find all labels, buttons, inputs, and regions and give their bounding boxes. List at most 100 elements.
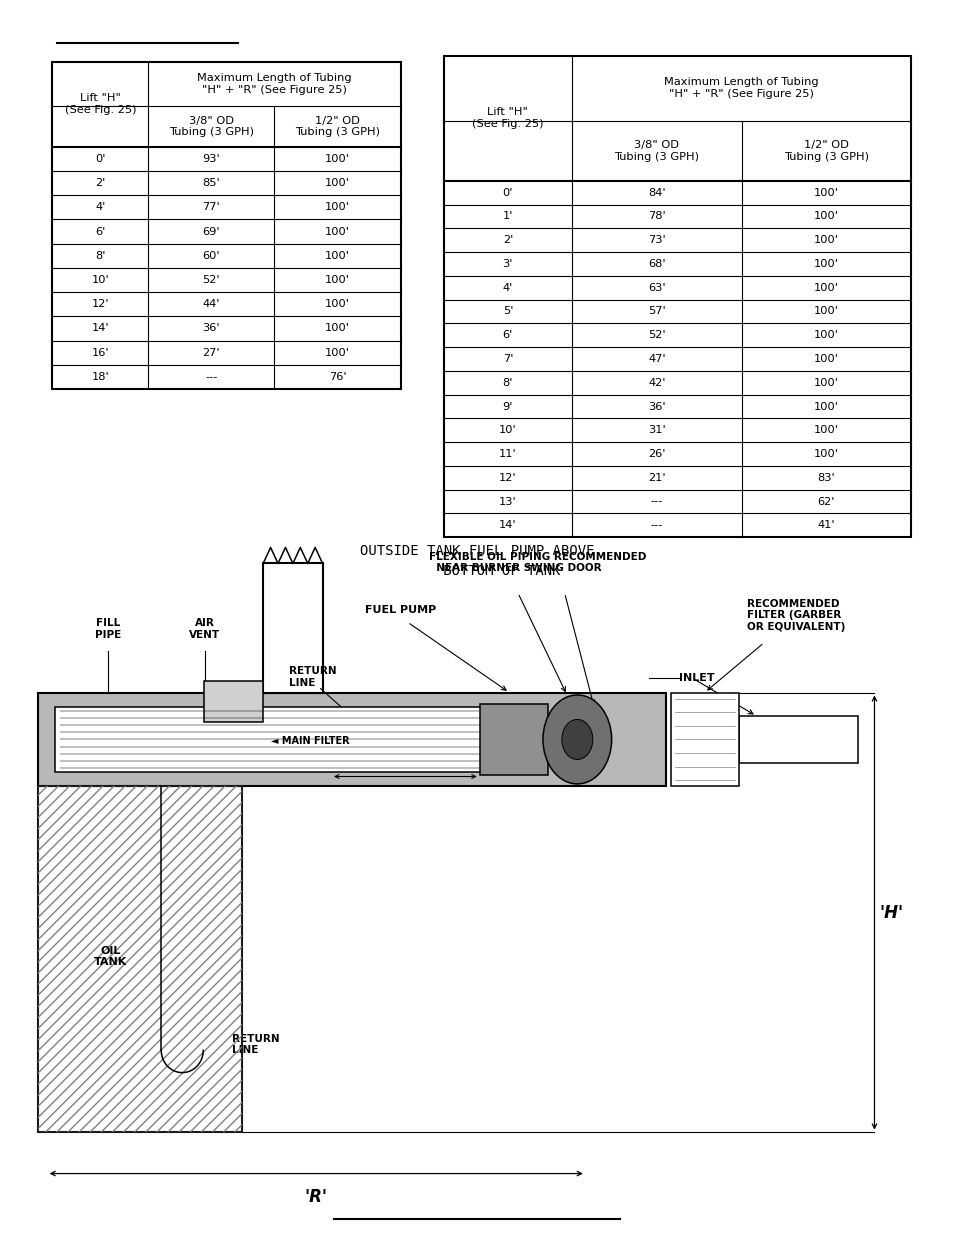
Text: 8': 8' — [95, 251, 106, 261]
Text: 3/8" OD
Tubing (3 GPH): 3/8" OD Tubing (3 GPH) — [169, 116, 253, 137]
Text: 1/2" OD
Tubing (3 GPH): 1/2" OD Tubing (3 GPH) — [783, 140, 868, 162]
Text: 6': 6' — [95, 226, 106, 237]
Text: 100': 100' — [325, 178, 350, 188]
Text: FUEL PUMP: FUEL PUMP — [365, 605, 436, 615]
Text: 'R': 'R' — [304, 1188, 328, 1207]
Text: 8': 8' — [502, 378, 513, 388]
Text: 63': 63' — [647, 283, 665, 293]
Text: 36': 36' — [647, 401, 665, 411]
Text: 10': 10' — [91, 275, 109, 285]
Text: 11': 11' — [498, 450, 517, 459]
Text: 42': 42' — [647, 378, 665, 388]
Text: 84': 84' — [647, 188, 665, 198]
Text: 12': 12' — [91, 299, 109, 309]
Text: 44': 44' — [202, 299, 220, 309]
Text: 77': 77' — [202, 203, 220, 212]
Text: 100': 100' — [325, 324, 350, 333]
Text: BOTTOM OF TANK: BOTTOM OF TANK — [393, 564, 560, 578]
Bar — [38, 787, 242, 1132]
Text: 3/8" OD
Tubing (3 GPH): 3/8" OD Tubing (3 GPH) — [614, 140, 699, 162]
Text: ---: --- — [205, 372, 217, 382]
Text: 100': 100' — [813, 354, 838, 364]
Text: 100': 100' — [813, 330, 838, 341]
Text: 26': 26' — [647, 450, 665, 459]
Text: 9': 9' — [502, 401, 513, 411]
Text: 76': 76' — [329, 372, 346, 382]
Text: Maximum Length of Tubing
"H" + "R" (See Figure 25): Maximum Length of Tubing "H" + "R" (See … — [197, 73, 352, 95]
Text: RETURN
LINE: RETURN LINE — [232, 1034, 279, 1055]
Text: Maximum Length of Tubing
"H" + "R" (See Figure 25): Maximum Length of Tubing "H" + "R" (See … — [663, 78, 818, 99]
Text: FILL
PIPE: FILL PIPE — [94, 619, 121, 640]
Bar — [55, 708, 497, 772]
Text: 100': 100' — [813, 306, 838, 316]
Text: 3––4–: 3––4– — [390, 750, 420, 760]
Text: 16': 16' — [91, 348, 109, 358]
Text: OIL
TANK: OIL TANK — [93, 946, 127, 967]
Text: OUTSIDE TANK FUEL PUMP ABOVE: OUTSIDE TANK FUEL PUMP ABOVE — [359, 545, 594, 558]
Text: Lift "H"
(See Fig. 25): Lift "H" (See Fig. 25) — [65, 94, 136, 115]
Text: 100': 100' — [325, 251, 350, 261]
Text: 47': 47' — [647, 354, 665, 364]
Text: 100': 100' — [813, 211, 838, 221]
Text: ---: --- — [650, 496, 662, 506]
Text: 100': 100' — [813, 378, 838, 388]
Text: 4': 4' — [502, 283, 513, 293]
Text: 1/2" OD
Tubing (3 GPH): 1/2" OD Tubing (3 GPH) — [294, 116, 379, 137]
Text: 6': 6' — [502, 330, 513, 341]
Bar — [738, 716, 857, 763]
Circle shape — [561, 720, 592, 760]
Text: 100': 100' — [325, 348, 350, 358]
Text: 83': 83' — [817, 473, 834, 483]
Bar — [38, 693, 666, 787]
Text: INLET: INLET — [679, 673, 714, 683]
Text: 100': 100' — [813, 450, 838, 459]
Text: 62': 62' — [817, 496, 834, 506]
Bar — [443, 56, 910, 537]
Text: 'H': 'H' — [879, 904, 902, 921]
Text: 0': 0' — [95, 154, 106, 164]
Text: 68': 68' — [647, 259, 665, 269]
Text: 3': 3' — [502, 259, 513, 269]
Text: AIR
VENT: AIR VENT — [189, 619, 220, 640]
Text: 100': 100' — [813, 188, 838, 198]
Text: 52': 52' — [202, 275, 220, 285]
Text: 14': 14' — [91, 324, 109, 333]
Text: 31': 31' — [647, 425, 665, 435]
Text: 69': 69' — [202, 226, 220, 237]
Text: ◄ MAIN FILTER: ◄ MAIN FILTER — [271, 736, 349, 746]
Text: 100': 100' — [325, 275, 350, 285]
Text: 100': 100' — [813, 425, 838, 435]
Text: Lift "H"
(See Fig. 25): Lift "H" (See Fig. 25) — [472, 107, 543, 128]
Bar — [204, 680, 263, 721]
Text: 100': 100' — [325, 299, 350, 309]
Text: 100': 100' — [813, 283, 838, 293]
Text: 27': 27' — [202, 348, 220, 358]
Text: 78': 78' — [647, 211, 665, 221]
Text: 36': 36' — [202, 324, 220, 333]
Bar — [52, 62, 400, 389]
Text: 0': 0' — [502, 188, 513, 198]
Text: 52': 52' — [647, 330, 665, 341]
Text: 100': 100' — [325, 154, 350, 164]
Text: 100': 100' — [813, 235, 838, 246]
Text: 100': 100' — [813, 259, 838, 269]
Text: ---: --- — [650, 520, 662, 530]
Bar — [479, 704, 547, 774]
Text: 73': 73' — [647, 235, 665, 246]
Circle shape — [542, 695, 611, 784]
Text: 12': 12' — [498, 473, 517, 483]
Text: RECOMMENDED
FILTER (GARBER
OR EQUIVALENT): RECOMMENDED FILTER (GARBER OR EQUIVALENT… — [746, 599, 844, 632]
Text: 100': 100' — [325, 203, 350, 212]
Text: 100': 100' — [813, 401, 838, 411]
Bar — [547, 716, 568, 763]
Text: 7': 7' — [502, 354, 513, 364]
Text: 2': 2' — [502, 235, 513, 246]
Text: 10': 10' — [498, 425, 517, 435]
Text: 100': 100' — [325, 226, 350, 237]
Bar — [263, 563, 322, 693]
Text: 5': 5' — [502, 306, 513, 316]
Text: 2': 2' — [95, 178, 106, 188]
Bar — [670, 693, 738, 787]
Text: 1': 1' — [502, 211, 513, 221]
Text: 85': 85' — [202, 178, 220, 188]
